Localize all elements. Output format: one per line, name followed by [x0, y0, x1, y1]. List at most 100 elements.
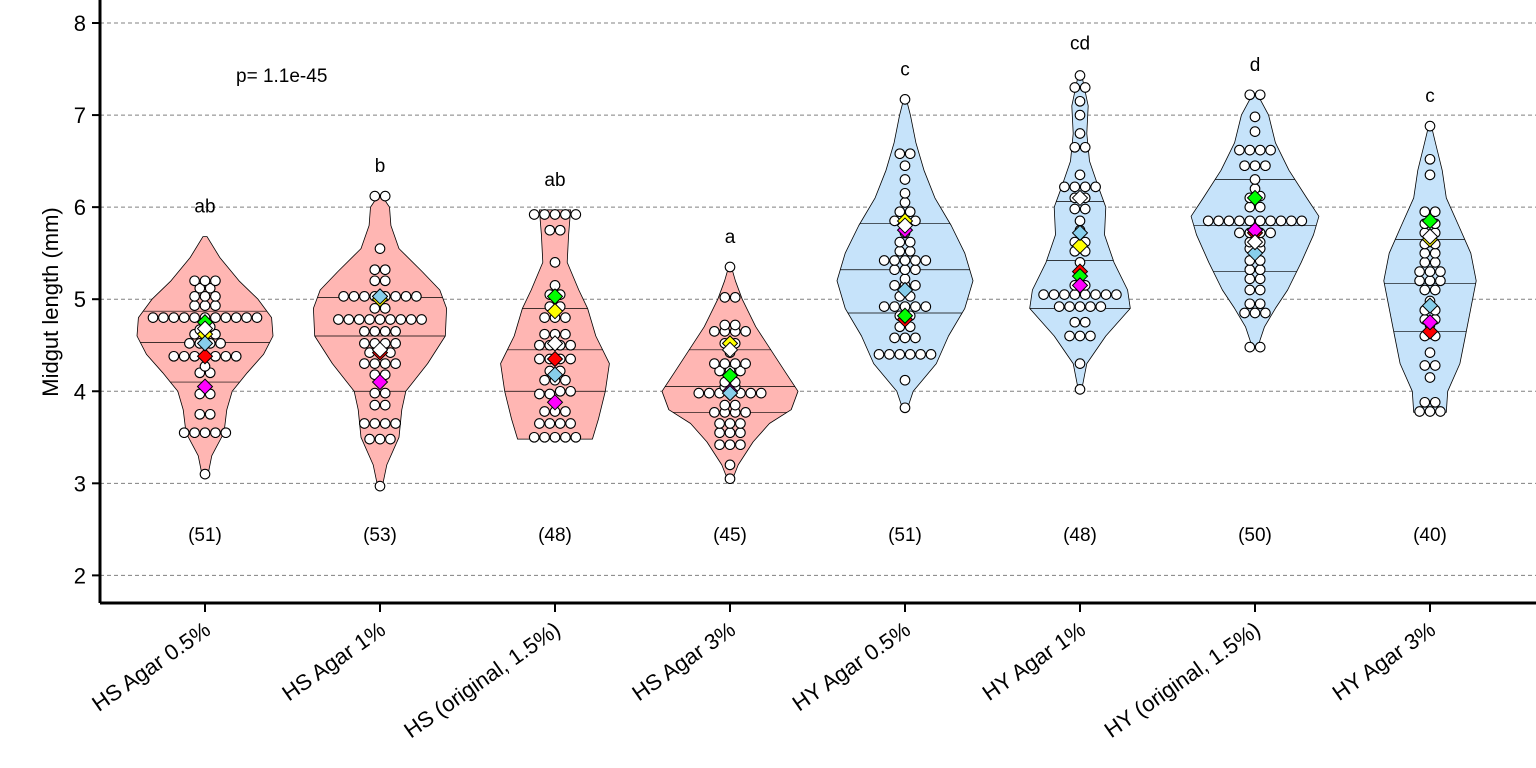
violin-group: b (53) — [313, 156, 447, 546]
data-point — [400, 291, 412, 302]
significance-letter: c — [1425, 86, 1435, 107]
data-point — [1074, 330, 1086, 342]
summary-marker — [371, 288, 389, 305]
data-point — [1254, 273, 1266, 285]
data-point — [899, 402, 911, 414]
summary-marker — [896, 217, 914, 234]
data-point — [338, 291, 349, 302]
data-point — [528, 209, 540, 220]
data-point — [210, 312, 221, 323]
data-point — [910, 332, 921, 344]
data-point — [1059, 289, 1070, 300]
data-point — [1419, 396, 1431, 408]
data-point — [709, 358, 720, 369]
data-point — [416, 314, 427, 325]
data-point — [889, 301, 900, 312]
data-point — [1249, 307, 1261, 319]
data-point — [1244, 89, 1256, 101]
data-point — [379, 264, 391, 276]
data-point — [1202, 215, 1214, 227]
data-point — [1100, 289, 1112, 300]
data-point — [1111, 289, 1122, 300]
data-point — [395, 314, 407, 325]
data-point — [405, 314, 417, 325]
data-point — [560, 431, 571, 443]
data-point — [369, 326, 381, 337]
data-point — [1244, 215, 1256, 227]
significance-letter: d — [1250, 55, 1261, 76]
data-point — [534, 418, 545, 429]
data-point — [359, 291, 370, 302]
data-point — [220, 350, 232, 362]
data-point — [539, 209, 550, 220]
data-point — [549, 257, 561, 268]
data-point — [230, 312, 242, 323]
data-point — [724, 261, 736, 273]
data-point — [1254, 201, 1266, 213]
data-point — [199, 291, 211, 302]
data-point — [353, 314, 365, 325]
violin-group: c (40) — [1383, 86, 1477, 546]
sample-count: (40) — [1413, 525, 1447, 546]
significance-letter: b — [375, 156, 386, 177]
data-point — [189, 291, 200, 302]
significance-letter: ab — [194, 197, 215, 218]
data-point — [379, 418, 391, 429]
data-point — [359, 338, 370, 349]
data-point — [724, 473, 736, 485]
y-tick-label: 3 — [74, 471, 86, 496]
data-point — [899, 174, 911, 185]
data-point — [1069, 203, 1081, 215]
summary-marker — [1071, 224, 1089, 242]
summary-marker — [721, 384, 739, 402]
data-point — [1414, 266, 1425, 277]
data-point — [549, 431, 561, 443]
data-point — [904, 245, 916, 257]
data-point — [544, 224, 556, 236]
data-point — [894, 245, 906, 257]
data-point — [204, 408, 216, 420]
data-point — [343, 314, 355, 325]
x-tick-label: HS Agar 1% — [277, 617, 390, 706]
data-point — [1424, 347, 1436, 358]
data-point — [894, 206, 906, 218]
data-point — [560, 406, 571, 417]
x-tick-label: HS Agar 3% — [627, 617, 740, 706]
data-point — [1424, 275, 1436, 287]
data-point — [168, 312, 180, 323]
data-point — [189, 312, 200, 323]
data-point — [369, 358, 381, 369]
x-tick-label: HY Agar 1% — [978, 617, 1090, 706]
data-point — [1239, 160, 1250, 172]
data-point — [230, 350, 242, 362]
data-point — [920, 255, 932, 266]
summary-marker — [196, 378, 214, 395]
violin-group: a (45) — [661, 227, 799, 546]
data-point — [1424, 120, 1436, 132]
data-point — [745, 387, 757, 399]
data-point — [528, 431, 540, 443]
data-point — [1254, 89, 1266, 101]
data-point — [565, 418, 576, 429]
summary-marker — [1071, 237, 1089, 255]
sample-count: (51) — [888, 525, 922, 546]
data-point — [1244, 264, 1256, 276]
data-point — [1424, 169, 1436, 181]
data-point — [1079, 141, 1091, 153]
data-point — [1079, 181, 1091, 193]
data-point — [210, 300, 221, 311]
data-point — [889, 332, 900, 344]
x-tick-label: HY Agar 3% — [1328, 617, 1440, 706]
data-point — [1064, 330, 1075, 342]
summary-marker — [721, 341, 739, 359]
data-point — [714, 365, 725, 377]
data-point — [178, 312, 190, 323]
data-point — [189, 427, 200, 439]
data-point — [729, 399, 741, 411]
data-point — [719, 358, 731, 369]
data-point — [729, 292, 741, 303]
data-point — [385, 314, 396, 325]
data-point — [714, 439, 725, 451]
data-point — [364, 314, 375, 325]
